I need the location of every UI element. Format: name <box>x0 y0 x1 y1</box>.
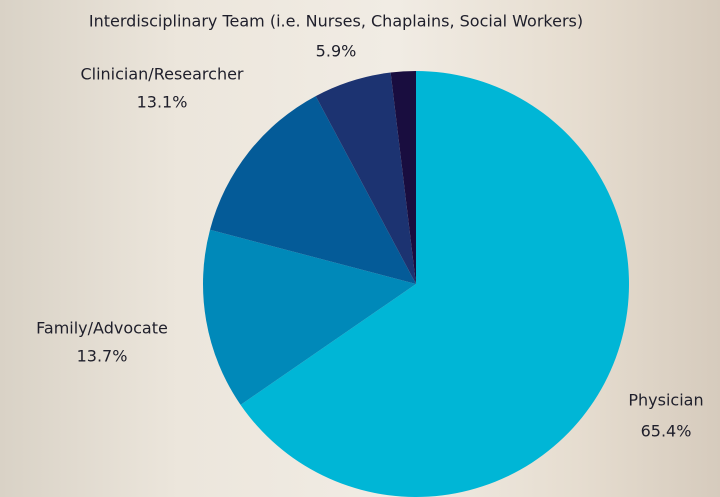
slice-value: 13.7% <box>77 347 128 366</box>
slice-label: Interdisciplinary Team (i.e. Nurses, Cha… <box>89 12 583 31</box>
chart: Physician 65.4% Family/Advocate 13.7% Clinic… <box>0 0 720 497</box>
slice-value: 13.1% <box>137 93 188 112</box>
slice-label: Physician <box>628 391 703 410</box>
slice-value: 5.9% <box>316 42 357 61</box>
slice-label: Clinician/Researcher <box>80 65 243 84</box>
slice-label: Family/Advocate <box>36 319 168 338</box>
slice-value: 65.4% <box>641 422 692 441</box>
page: Physician 65.4% Family/Advocate 13.7% Clinic… <box>0 0 720 497</box>
